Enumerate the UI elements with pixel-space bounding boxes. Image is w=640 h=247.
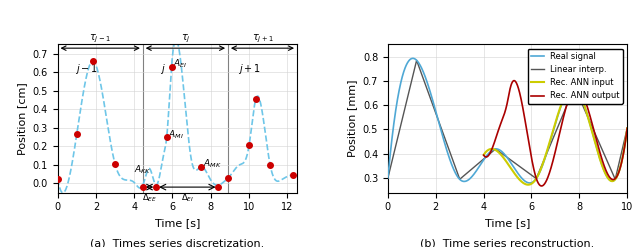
Text: $\Delta_{EI}$: $\Delta_{EI}$ — [181, 192, 195, 204]
Text: $j$: $j$ — [160, 62, 166, 76]
Text: $j-1$: $j-1$ — [75, 62, 98, 76]
Y-axis label: Position [mm]: Position [mm] — [348, 80, 357, 157]
Text: $\tau_j$: $\tau_j$ — [180, 33, 190, 45]
Text: $\Delta_{EE}$: $\Delta_{EE}$ — [142, 192, 157, 204]
Y-axis label: Position [cm]: Position [cm] — [17, 82, 27, 155]
Text: $j+1$: $j+1$ — [237, 62, 260, 76]
Text: $\tau_{j+1}$: $\tau_{j+1}$ — [252, 33, 273, 45]
X-axis label: Time [s]: Time [s] — [155, 218, 200, 228]
Text: $A_{MI}$: $A_{MI}$ — [168, 128, 184, 141]
Text: $A_{KK}$: $A_{KK}$ — [134, 163, 152, 176]
Title: (b)  Time series reconstruction.: (b) Time series reconstruction. — [420, 238, 595, 247]
Title: (a)  Times series discretization.: (a) Times series discretization. — [90, 238, 264, 247]
Legend: Real signal, Linear interp., Rec. ANN input, Rec. ANN output: Real signal, Linear interp., Rec. ANN in… — [528, 49, 623, 104]
Text: $A_{EI}$: $A_{EI}$ — [173, 58, 188, 70]
Text: $\tau_{j-1}$: $\tau_{j-1}$ — [90, 33, 111, 45]
Text: $A_{MK}$: $A_{MK}$ — [203, 158, 222, 170]
X-axis label: Time [s]: Time [s] — [485, 218, 530, 228]
